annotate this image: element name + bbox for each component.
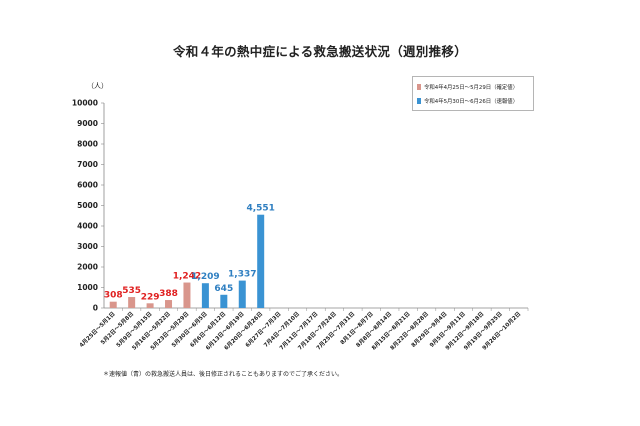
data-label: 645 bbox=[214, 284, 233, 294]
x-tick-label: 4月25日～5月1日 bbox=[77, 310, 116, 349]
legend-swatch-confirmed bbox=[417, 84, 421, 90]
y-tick-label: 1000 bbox=[77, 283, 98, 292]
data-label: 1,209 bbox=[191, 272, 219, 282]
y-tick-label: 0 bbox=[93, 304, 98, 313]
data-label: 1,242 bbox=[173, 272, 201, 282]
y-tick-label: 2000 bbox=[77, 263, 98, 272]
legend-item-confirmed: 令和4年4月25日～5月29日（確定値） bbox=[417, 83, 518, 91]
bar-confirmed bbox=[183, 282, 191, 308]
y-tick-label: 9000 bbox=[77, 119, 98, 128]
x-tick-label: 8月1日～8月7日 bbox=[338, 310, 374, 346]
legend-item-preliminary: 令和4年5月30日～6月26日（速報値） bbox=[417, 97, 518, 105]
x-tick-label: 5月2日～5月8日 bbox=[99, 310, 135, 346]
y-tick-label: 8000 bbox=[77, 140, 98, 149]
bar-confirmed bbox=[109, 301, 117, 308]
legend-label-preliminary: 令和4年5月30日～6月26日（速報値） bbox=[424, 99, 519, 105]
legend-swatch-preliminary bbox=[417, 98, 421, 104]
bar-confirmed bbox=[128, 297, 136, 308]
data-label: 4,551 bbox=[246, 204, 274, 214]
y-tick-label: 4000 bbox=[77, 222, 98, 231]
y-tick-label: 5000 bbox=[77, 201, 98, 210]
y-axis-label: （人） bbox=[87, 82, 108, 90]
y-tick-label: 6000 bbox=[77, 181, 98, 190]
bar-preliminary bbox=[238, 280, 246, 308]
bar-preliminary bbox=[220, 294, 228, 308]
data-label: 308 bbox=[104, 291, 123, 301]
data-label: 1,337 bbox=[228, 270, 256, 280]
y-tick-label: 3000 bbox=[77, 242, 98, 251]
footnote: ＊速報値（青）の救急搬送人員は、後日修正されることもありますのでご了承ください。 bbox=[103, 371, 344, 378]
bar-preliminary bbox=[201, 283, 209, 308]
bar-confirmed bbox=[165, 300, 173, 308]
data-label: 388 bbox=[159, 289, 178, 299]
bar-confirmed bbox=[146, 303, 154, 308]
chart-title: 令和４年の熱中症による救急搬送状況（週別推移） bbox=[172, 44, 468, 59]
data-label: 229 bbox=[141, 292, 160, 302]
data-label: 535 bbox=[122, 286, 141, 296]
bar-preliminary bbox=[257, 214, 265, 308]
legend-label-confirmed: 令和4年4月25日～5月29日（確定値） bbox=[424, 85, 519, 91]
y-tick-label: 7000 bbox=[77, 160, 98, 169]
legend: 令和4年4月25日～5月29日（確定値） 令和4年5月30日～6月26日（速報値… bbox=[412, 76, 534, 111]
y-tick-label: 10000 bbox=[72, 99, 98, 108]
